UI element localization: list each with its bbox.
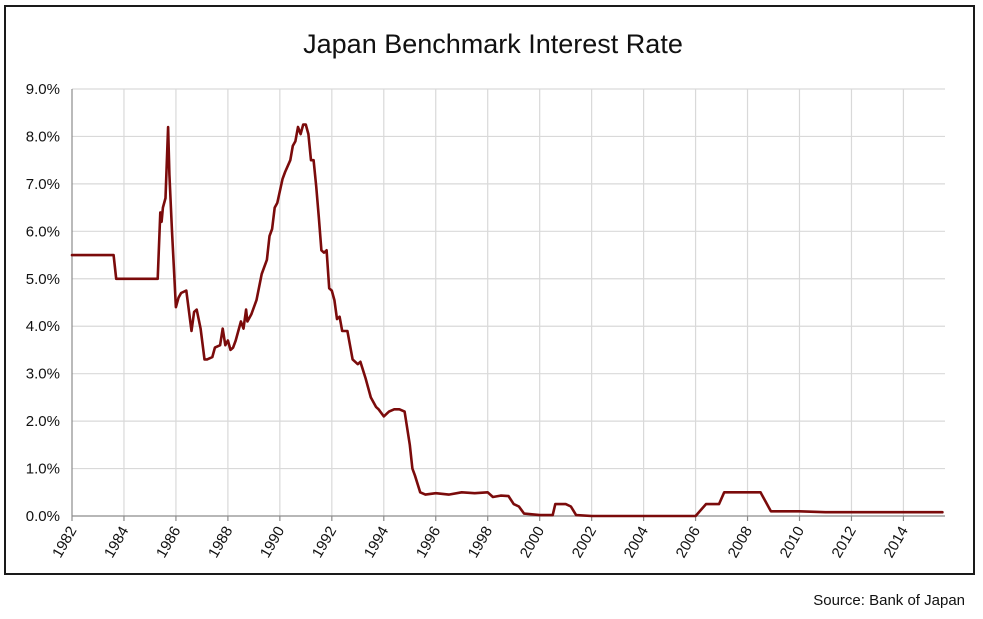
chart-frame: Japan Benchmark Interest Rate 0.0% 1.0% 2.… [4, 5, 975, 575]
x-tick-label: 2012 [829, 524, 860, 561]
x-tick-label: 1988 [205, 524, 236, 561]
x-tick-label: 2010 [777, 524, 808, 561]
y-tick-label: 7.0% [26, 176, 60, 193]
x-tick-label: 2002 [569, 524, 600, 561]
source-note: Source: Bank of Japan [813, 592, 965, 609]
y-tick-label: 1.0% [26, 461, 60, 478]
y-tick-label: 4.0% [26, 318, 60, 335]
x-tick-label: 1994 [361, 524, 392, 561]
y-tick-label: 3.0% [26, 366, 60, 383]
x-tick-label: 1984 [101, 524, 132, 561]
y-tick-label: 2.0% [26, 413, 60, 430]
x-tick-label: 1986 [153, 524, 184, 561]
x-tick-label: 2014 [880, 524, 911, 561]
y-tick-label: 8.0% [26, 128, 60, 145]
y-tick-label: 9.0% [26, 81, 60, 98]
x-tick-label: 2004 [621, 524, 652, 561]
axes [71, 89, 945, 521]
chart-title: Japan Benchmark Interest Rate [303, 29, 683, 59]
x-axis-tick-labels: 1982 1984 1986 1988 1990 1992 1994 1996 1998 2000… [49, 524, 912, 561]
x-tick-label: 1996 [413, 524, 444, 561]
y-tick-label: 0.0% [26, 508, 60, 525]
x-tick-label: 2000 [517, 524, 548, 561]
y-tick-label: 5.0% [26, 271, 60, 288]
x-tick-label: 1990 [257, 524, 288, 561]
series-layer [70, 123, 944, 518]
interest-rate-line [70, 123, 944, 518]
y-axis-tick-labels: 0.0% 1.0% 2.0% 3.0% 4.0% 5.0% 6.0% 7.0% 8.0% 9.0% [26, 81, 60, 525]
y-tick-label: 6.0% [26, 223, 60, 240]
x-tick-label: 1998 [465, 524, 496, 561]
x-tick-label: 1982 [49, 524, 80, 561]
line-chart: Japan Benchmark Interest Rate 0.0% 1.0% 2.… [26, 29, 945, 561]
x-tick-label: 1992 [309, 524, 340, 561]
x-tick-label: 2006 [673, 524, 704, 561]
x-tick-label: 2008 [725, 524, 756, 561]
gridlines [72, 88, 945, 516]
